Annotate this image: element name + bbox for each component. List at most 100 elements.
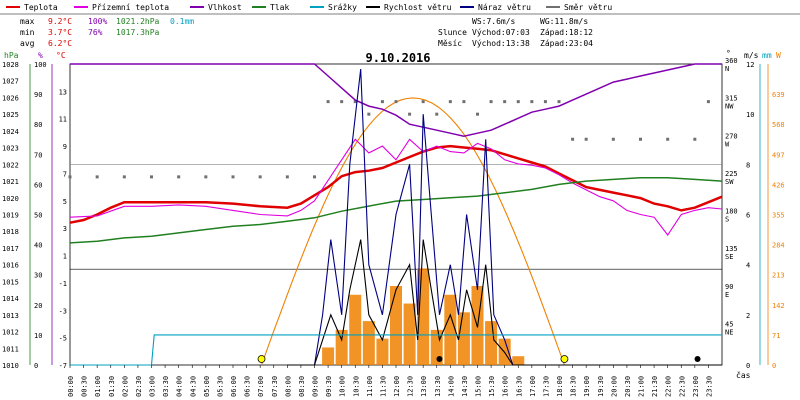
moon-label: Měsíc — [438, 39, 462, 48]
x-tick-label: 06:00 — [230, 376, 238, 397]
humidity-tick-label: 50 — [34, 212, 42, 220]
plot-area — [68, 63, 723, 366]
axis-unit-ms: m/s — [744, 51, 759, 60]
direction-compass-label: E — [725, 291, 729, 299]
pressure-tick-label: 1019 — [2, 212, 19, 220]
wind-direction-point — [584, 137, 588, 141]
solar-fill-bar — [444, 294, 457, 365]
wind-direction-point — [666, 137, 670, 141]
pressure-tick-label: 1020 — [2, 195, 19, 203]
series-hum — [70, 63, 722, 137]
moon-set: Západ:23:04 — [540, 39, 593, 48]
axis-unit-pct: % — [38, 51, 43, 60]
solar-fill-bar — [403, 303, 416, 365]
wind-direction-point — [326, 100, 330, 104]
pressure-tick-label: 1025 — [2, 111, 19, 119]
solar-fill-bar — [376, 338, 389, 365]
solar-fill-bar — [349, 294, 362, 365]
stat-max-temp: 9.2°C — [48, 17, 72, 26]
solar-fill-bar — [457, 312, 470, 365]
temperature-tick-label: -7 — [59, 362, 67, 370]
solar-fill-bar — [485, 321, 498, 365]
wind-tick-label: 10 — [746, 111, 754, 119]
axis-unit-degc: °C — [56, 51, 66, 60]
humidity-tick-label: 100 — [34, 61, 47, 69]
wind-direction-point — [258, 175, 262, 179]
x-tick-label: 09:30 — [325, 376, 333, 397]
temperature-tick-label: 5 — [63, 198, 67, 206]
solar-tick-label: 0 — [772, 362, 776, 370]
solar-tick-label: 426 — [772, 181, 785, 189]
x-tick-label: 17:30 — [542, 376, 550, 397]
solar-fill-bar — [322, 347, 335, 365]
solar-tick-label: 142 — [772, 302, 785, 310]
wind-direction-point — [639, 137, 642, 141]
moonrise-marker — [436, 356, 443, 362]
temperature-tick-label: -1 — [59, 280, 67, 288]
x-tick-label: 16:00 — [502, 376, 510, 397]
direction-compass-label: NW — [725, 103, 734, 111]
solar-tick-label: 497 — [772, 151, 785, 159]
direction-compass-label: S — [725, 216, 729, 224]
x-tick-label: 09:00 — [312, 376, 320, 397]
stat-max-press: 1021.2hPa — [116, 17, 160, 26]
stat-max-label: max — [20, 17, 35, 26]
x-tick-label: 18:30 — [570, 376, 578, 397]
wind-tick-label: 0 — [746, 362, 750, 370]
x-tick-label: 03:30 — [162, 376, 170, 397]
legend-label: Teplota — [24, 3, 58, 12]
x-tick-label: 22:00 — [665, 376, 673, 397]
x-tick-label: 08:00 — [284, 376, 292, 397]
pressure-tick-label: 1027 — [2, 78, 19, 86]
humidity-tick-label: 40 — [34, 242, 42, 250]
pressure-tick-label: 1026 — [2, 94, 19, 102]
wind-tick-label: 4 — [746, 262, 750, 270]
series-ground — [69, 138, 723, 236]
direction-tick-label: 360 — [725, 57, 738, 65]
x-tick-label: 14:30 — [461, 376, 469, 397]
x-tick-label: 12:30 — [407, 376, 415, 397]
x-tick-label: 19:00 — [583, 376, 591, 397]
x-tick-label: 02:30 — [135, 376, 143, 397]
wind-direction-point — [693, 137, 697, 141]
legend-label: Přízemní teplota — [92, 3, 169, 12]
wind-direction-point — [68, 175, 72, 179]
sunrise-marker — [257, 355, 266, 363]
x-tick-label: 20:00 — [610, 376, 618, 397]
wind-direction-point — [557, 100, 561, 104]
x-tick-label: 07:30 — [271, 376, 279, 397]
direction-tick-label: 135 — [725, 245, 738, 253]
wind-direction-point — [706, 100, 710, 104]
pressure-tick-label: 1022 — [2, 161, 19, 169]
humidity-tick-label: 70 — [34, 151, 42, 159]
humidity-tick-label: 80 — [34, 121, 42, 129]
wind-direction-point — [204, 175, 208, 179]
temperature-tick-label: -3 — [59, 307, 67, 315]
wind-direction-point — [543, 100, 547, 104]
solar-tick-label: 213 — [772, 272, 785, 280]
humidity-tick-label: 20 — [34, 302, 42, 310]
pressure-tick-label: 1015 — [2, 278, 19, 286]
wind-direction-point — [489, 100, 493, 104]
wind-direction-point — [122, 175, 126, 179]
wind-direction-point — [367, 112, 371, 116]
x-tick-label: 22:30 — [678, 376, 686, 397]
solar-tick-label: 568 — [772, 121, 785, 129]
wind-direction-point — [313, 175, 316, 179]
x-tick-label: 04:00 — [176, 376, 184, 397]
x-tick-label: 19:30 — [597, 376, 605, 397]
wind-direction-point — [394, 100, 398, 104]
x-tick-label: 10:30 — [352, 376, 360, 397]
stat-min-press: 1017.3hPa — [116, 28, 160, 37]
sun-rise: Východ:07:03 — [472, 28, 530, 37]
direction-tick-label: 45 — [725, 320, 733, 328]
x-tick-label: 05:00 — [203, 376, 211, 397]
direction-tick-label: 180 — [725, 208, 738, 216]
wind-direction-point — [611, 137, 615, 141]
stat-min-label: min — [20, 28, 35, 37]
temperature-tick-label: 11 — [59, 116, 67, 124]
pressure-tick-label: 1011 — [2, 345, 19, 353]
series-press — [69, 176, 723, 244]
wind-direction-point — [408, 112, 412, 116]
wind-direction-point — [177, 175, 181, 179]
